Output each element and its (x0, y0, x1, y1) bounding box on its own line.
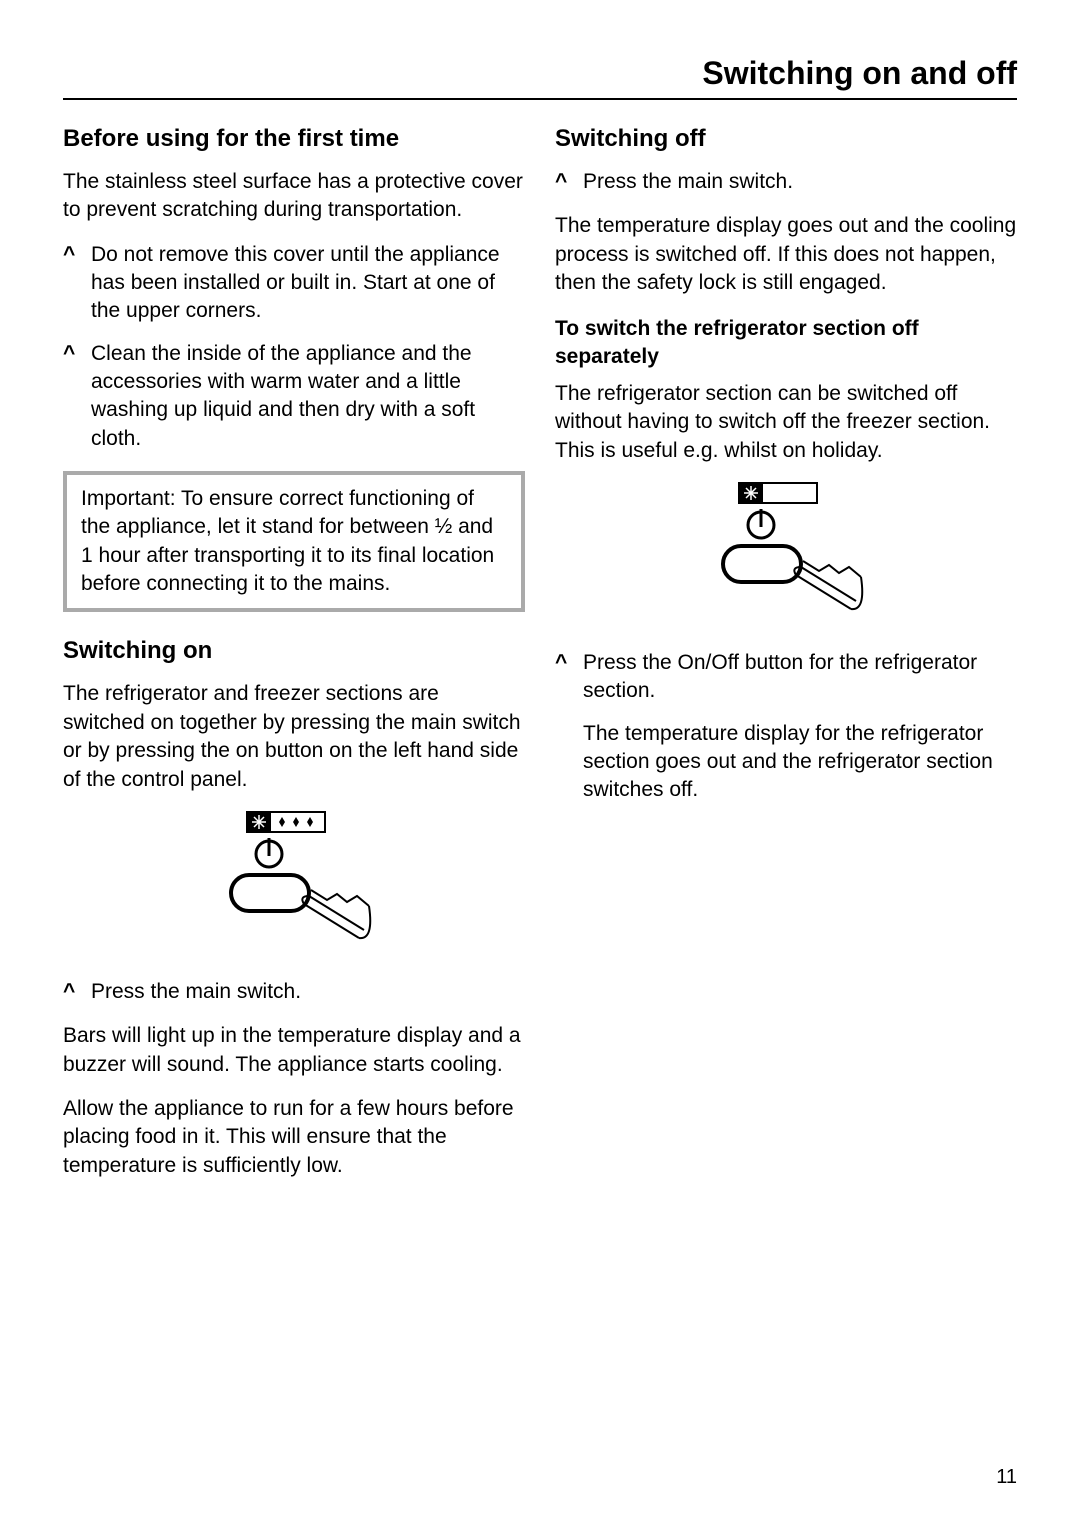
bullet-item: Press the On/Off button for the refriger… (555, 649, 1017, 805)
right-column: Switching off Press the main switch. The… (555, 124, 1017, 1196)
heading-switching-on: Switching on (63, 636, 525, 666)
switch-illustration-icon (701, 481, 871, 626)
heading-separate-off: To switch the refrigerator section off s… (555, 315, 1017, 370)
bullet-item: Press the main switch. (63, 978, 525, 1006)
bullet-item: Press the main switch. (555, 168, 1017, 196)
para-intro: The stainless steel surface has a protec… (63, 168, 525, 225)
bullet-item: Clean the inside of the appliance and th… (63, 340, 525, 453)
bullet-list-off: Press the main switch. (555, 168, 1017, 196)
para-switch-on-2: Bars will light up in the temperature di… (63, 1022, 525, 1079)
bullet-text: Press the On/Off button for the refriger… (583, 651, 977, 702)
page-title: Switching on and off (63, 55, 1017, 92)
bullet-list-before: Do not remove this cover until the appli… (63, 241, 525, 453)
diagram-fridge-switch (555, 481, 1017, 631)
bullet-item: Do not remove this cover until the appli… (63, 241, 525, 326)
para-switch-off-1: The temperature display goes out and the… (555, 212, 1017, 297)
bullet-list-on: Press the main switch. (63, 978, 525, 1006)
para-switch-on-3: Allow the appliance to run for a few hou… (63, 1095, 525, 1180)
page: Switching on and off Before using for th… (0, 0, 1080, 1529)
header-rule (63, 98, 1017, 100)
bullet-list-sep: Press the On/Off button for the refriger… (555, 649, 1017, 805)
diagram-main-switch (63, 810, 525, 960)
para-switch-on-1: The refrigerator and freezer sections ar… (63, 680, 525, 793)
left-column: Before using for the first time The stai… (63, 124, 525, 1196)
switch-illustration-icon (209, 810, 379, 955)
heading-before-first-use: Before using for the first time (63, 124, 525, 154)
columns: Before using for the first time The stai… (63, 124, 1017, 1196)
bullet-continuation: The temperature display for the refriger… (583, 720, 1017, 805)
heading-switching-off: Switching off (555, 124, 1017, 154)
important-text: Important: To ensure correct functioning… (81, 485, 507, 598)
page-number: 11 (996, 1466, 1017, 1489)
para-separate-1: The refrigerator section can be switched… (555, 380, 1017, 465)
important-box: Important: To ensure correct functioning… (63, 471, 525, 612)
